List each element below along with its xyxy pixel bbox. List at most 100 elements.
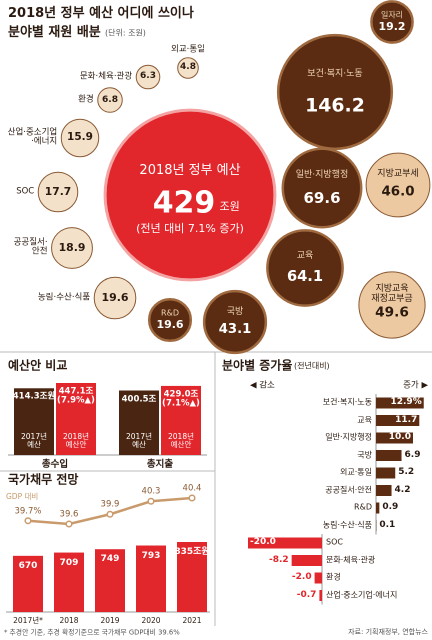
bubble-value: 6.8 (101, 95, 119, 106)
marker (147, 497, 155, 505)
bar (376, 432, 413, 444)
bubble-label: 외교·통일 (171, 44, 205, 55)
value-label: 39.6 (59, 509, 79, 520)
center-bubble (103, 108, 277, 282)
bubble-value: 46.0 (381, 184, 415, 200)
bubble-label: 보건·복지·노동 (307, 68, 363, 79)
bubble (135, 64, 161, 90)
bubble-label: 공공질서· 안전 (13, 237, 48, 257)
marker (106, 510, 114, 518)
bar (319, 590, 322, 601)
axis-label: 증가 ▶ (403, 380, 428, 391)
bubble-label: 문화·체육·관광 (79, 71, 133, 82)
bubble-label: 농림·수산·식품 (37, 292, 91, 303)
center-title: 2018년 정부 예산 (139, 162, 241, 178)
value-label: 40.4 (182, 483, 202, 494)
series-label: 2018년 예산안 (63, 431, 89, 449)
bubble-label: 환경 (78, 94, 94, 105)
value-label: -20.0 (250, 537, 276, 548)
bubble-label: 지방교부세 (377, 169, 419, 180)
bubble-value: 64.1 (286, 268, 324, 286)
category-label: 농림·수산·식품 (322, 520, 372, 530)
value-label: 429.0조 (7.1%▲) (162, 389, 200, 409)
x-tick-label: 2021 (182, 615, 202, 625)
value-label: 12.9% (390, 397, 422, 408)
unit: (단위: 조원) (105, 28, 146, 38)
bubble-label: SOC (16, 186, 35, 197)
bar (376, 467, 396, 479)
category-label: 국방 (357, 450, 372, 460)
value-label: 5.2 (398, 467, 415, 478)
bubble-label: 지방교육 재정교부금 (371, 284, 413, 305)
value-label: -8.2 (268, 554, 289, 565)
value-label: 6.9 (404, 449, 421, 460)
value-label: 0.1 (379, 519, 396, 530)
center-unit: 조원 (219, 199, 240, 213)
bubble-value: 6.3 (140, 71, 156, 82)
center-value: 429 (152, 185, 216, 221)
value-label: 11.7 (395, 414, 418, 425)
category-label: 일반·지방행정 (325, 432, 372, 442)
value-label: 39.9 (100, 499, 120, 510)
value-label: 400.5조 (121, 393, 157, 404)
category-label: 외교·통일 (340, 467, 372, 477)
bubble-value: 15.9 (67, 131, 93, 144)
bar (119, 390, 159, 455)
category-label: 공공질서·안전 (325, 485, 372, 495)
section-title: 분야별 증가율 (222, 358, 293, 373)
section-title: 예산안 비교 (8, 358, 68, 373)
bubble (281, 147, 363, 229)
x-tick-label: 2017년* (13, 615, 43, 625)
bubble-label: 일자리 (380, 10, 404, 20)
bar (314, 572, 322, 584)
value-label: 40.3 (141, 486, 161, 497)
bubble-value: 19.2 (378, 20, 406, 34)
axis-label: ◀ 감소 (250, 380, 275, 391)
value-label: 670 (18, 560, 38, 571)
category-label: 문화·체육·관광 (326, 555, 376, 565)
bubble-value: 18.9 (58, 241, 86, 255)
bubble-label: 일반·지방행정 (295, 170, 349, 181)
bubble (358, 271, 426, 339)
x-tick-label: 2020 (141, 615, 161, 625)
marker (24, 517, 32, 525)
bar (161, 385, 201, 455)
title: 2018년 정부 예산 어디에 쓰이나 (8, 5, 194, 21)
bubble (147, 297, 193, 343)
bubble-value: 69.6 (303, 188, 341, 207)
value-label: -2.0 (291, 572, 312, 583)
bar (376, 502, 380, 514)
bar (54, 552, 84, 612)
bubble (370, 0, 414, 44)
value-label: 10.0 (388, 432, 411, 443)
bar (14, 388, 54, 455)
bubble-label: 국방 (226, 306, 244, 317)
bubble (51, 227, 93, 269)
source: 자료: 기획재정부, 연합뉴스 (348, 628, 428, 637)
value-label: 749 (100, 554, 120, 565)
bubble (97, 87, 123, 113)
category-label: R&D (354, 502, 372, 512)
marker (65, 520, 73, 528)
bar (136, 545, 166, 612)
bar (13, 555, 43, 612)
bubble (365, 152, 431, 218)
value-label: 447.1조 (7.9%▲) (57, 386, 95, 406)
bubble-value: 19.6 (101, 290, 129, 304)
series-label: GDP 대비 (6, 491, 39, 501)
category-label: 환경 (326, 572, 341, 582)
footnote: * 추경안 기준, 추경 확정기준으로 국가채무 GDP대비 39.6% (4, 628, 180, 637)
bar (376, 397, 424, 409)
bubble-value: 4.8 (180, 62, 196, 73)
subtitle: (전년대비) (294, 361, 330, 371)
category-label: 교육 (357, 415, 372, 425)
bubble (202, 289, 268, 355)
category-label: 산업·중소기업·에너지 (326, 590, 398, 600)
value-label: -0.7 (296, 589, 317, 600)
bubble-label: R&D (161, 308, 179, 318)
bubble (266, 229, 344, 307)
value-label: 39.7% (14, 506, 42, 517)
bubble-value: 49.6 (375, 304, 409, 321)
